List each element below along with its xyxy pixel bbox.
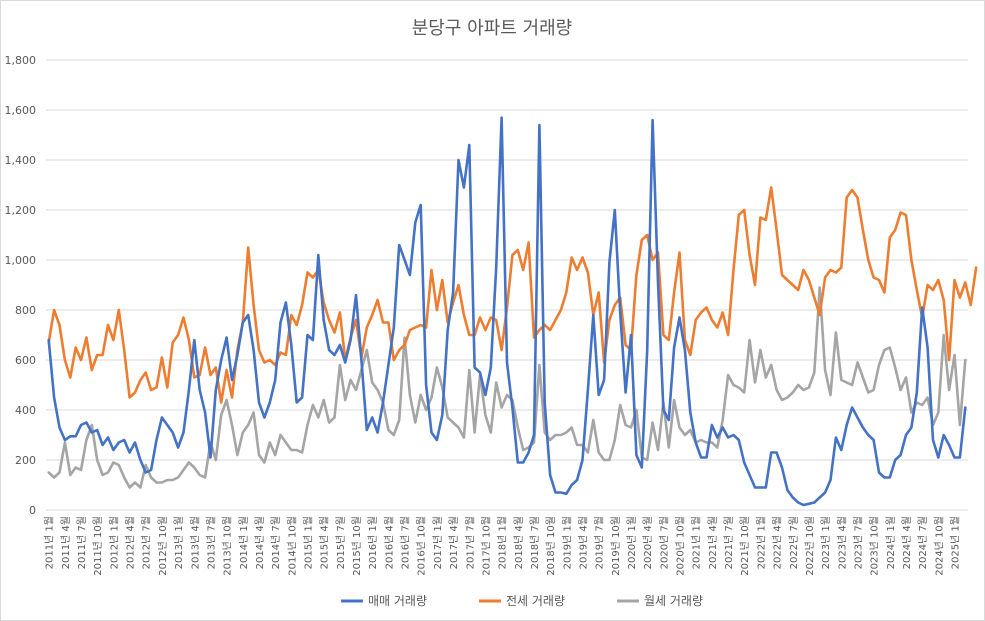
x-tick-label: 2017년 1월 (432, 516, 444, 569)
x-tick-label: 2015년 7월 (335, 516, 347, 569)
y-tick-label: 0 (29, 504, 36, 517)
x-tick-label: 2021년 1월 (691, 516, 703, 569)
y-tick-label: 1,800 (5, 54, 37, 67)
x-tick-label: 2022년 10월 (804, 516, 816, 576)
x-tick-label: 2020년 1월 (626, 516, 638, 569)
x-tick-label: 2011년 1월 (44, 516, 56, 569)
x-tick-label: 2021년 7월 (723, 516, 735, 569)
x-tick-label: 2013년 1월 (173, 516, 185, 569)
x-tick-label: 2018년 7월 (529, 516, 541, 569)
x-tick-label: 2023년 1월 (820, 516, 832, 569)
x-tick-label: 2022년 7월 (788, 516, 800, 569)
chart-title: 분당구 아파트 거래량 (412, 18, 572, 39)
x-tick-label: 2025년 1월 (950, 516, 962, 569)
x-tick-label: 2013년 7월 (205, 516, 217, 569)
x-tick-label: 2012년 7월 (141, 516, 153, 569)
x-tick-label: 2011년 4월 (60, 516, 72, 569)
legend: 매매 거래량 전세 거래량 월세 거래량 (341, 594, 703, 608)
x-tick-label: 2015년 4월 (319, 516, 331, 569)
y-tick-label: 1,000 (5, 254, 37, 267)
y-tick-label: 400 (15, 404, 36, 417)
x-tick-label: 2017년 10월 (480, 516, 492, 576)
y-tick-label: 1,600 (5, 104, 37, 117)
y-tick-label: 200 (15, 454, 36, 467)
legend-label: 매매 거래량 (368, 594, 427, 608)
x-tick-label: 2015년 1월 (303, 516, 315, 569)
x-tick-label: 2023년 10월 (869, 516, 881, 576)
x-axis-ticks: 2011년 1월 2011년 4월 2011년 7월 2011년 10월 2012년 1… (44, 516, 962, 576)
x-tick-label: 2023년 7월 (852, 516, 864, 569)
x-tick-label: 2017년 7월 (464, 516, 476, 569)
x-tick-label: 2021년 10월 (739, 516, 751, 576)
x-tick-label: 2015년 10월 (351, 516, 363, 576)
x-tick-label: 2022년 1월 (755, 516, 767, 569)
y-axis-ticks: 0 200 400 600 800 1,000 1,200 1,400 1,600 1,800 (5, 54, 37, 517)
x-tick-label: 2020년 10월 (675, 516, 687, 576)
x-tick-label: 2013년 10월 (222, 516, 234, 576)
y-tick-label: 800 (15, 304, 36, 317)
x-tick-label: 2024년 10월 (933, 516, 945, 576)
x-tick-label: 2024년 1월 (885, 516, 897, 569)
x-tick-label: 2017년 4월 (448, 516, 460, 569)
x-tick-label: 2014년 4월 (254, 516, 266, 569)
x-tick-label: 2023년 4월 (836, 516, 848, 569)
x-tick-label: 2019년 4월 (577, 516, 589, 569)
x-tick-label: 2018년 1월 (497, 516, 509, 569)
x-tick-label: 2024년 7월 (917, 516, 929, 569)
series-line (47, 286, 967, 489)
x-tick-label: 2011년 7월 (76, 516, 88, 569)
x-tick-label: 2022년 4월 (772, 516, 784, 569)
x-tick-label: 2014년 10월 (286, 516, 298, 576)
x-tick-label: 2016년 1월 (367, 516, 379, 569)
y-tick-label: 1,400 (5, 154, 37, 167)
x-tick-label: 2011년 10월 (92, 516, 104, 576)
x-tick-label: 2012년 1월 (108, 516, 120, 569)
x-tick-label: 2012년 10월 (157, 516, 169, 576)
x-tick-label: 2018년 10월 (545, 516, 557, 576)
legend-label: 전세 거래량 (506, 594, 565, 608)
gridlines (46, 59, 968, 511)
x-tick-label: 2019년 10월 (610, 516, 622, 576)
series-line (47, 186, 978, 404)
x-tick-label: 2018년 4월 (513, 516, 525, 569)
y-tick-label: 600 (15, 354, 36, 367)
x-tick-label: 2013년 4월 (189, 516, 201, 569)
x-tick-label: 2014년 1월 (238, 516, 250, 569)
x-tick-label: 2020년 7월 (658, 516, 670, 569)
x-tick-label: 2016년 10월 (416, 516, 428, 576)
x-tick-label: 2024년 4월 (901, 516, 913, 569)
x-tick-label: 2019년 7월 (594, 516, 606, 569)
x-tick-label: 2016년 4월 (383, 516, 395, 569)
x-tick-label: 2019년 1월 (561, 516, 573, 569)
x-tick-label: 2014년 7월 (270, 516, 282, 569)
x-tick-label: 2012년 4월 (125, 516, 137, 569)
y-tick-label: 1,200 (5, 204, 37, 217)
x-tick-label: 2020년 4월 (642, 516, 654, 569)
series-lines (47, 116, 978, 507)
series-line (47, 116, 967, 507)
x-tick-label: 2021년 4월 (707, 516, 719, 569)
legend-label: 월세 거래량 (644, 594, 703, 608)
x-tick-label: 2016년 7월 (400, 516, 412, 569)
